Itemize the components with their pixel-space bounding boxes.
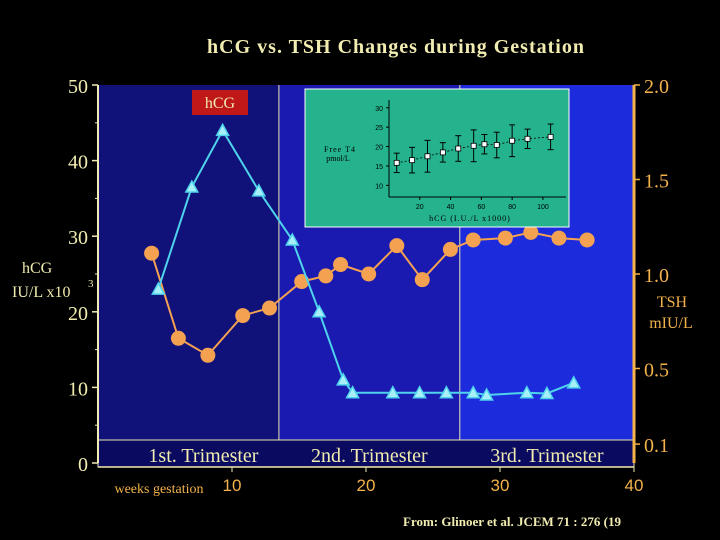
inset-point [409, 157, 415, 164]
hcg-point [479, 387, 494, 401]
right-tick-label: 1.5 [644, 171, 669, 193]
inset-x-tick-label: 20 [416, 204, 424, 211]
left-tick-label: 10 [68, 378, 88, 400]
hcg-legend-box [192, 90, 248, 115]
tsh-point [442, 241, 458, 257]
inset-x-label: hCG (I.U./L x1000) [429, 214, 511, 223]
tsh-point [497, 230, 513, 246]
inset-point [524, 135, 531, 142]
hcg-line [157, 128, 575, 396]
left-axis-label: hCG [22, 260, 53, 277]
inset-y-label: pmol/L [326, 154, 350, 163]
hcg-point [345, 385, 360, 399]
x-tick-label: 40 [625, 476, 644, 495]
hcg-point [465, 385, 481, 399]
hcg-point [335, 372, 351, 386]
tsh-point [144, 245, 160, 261]
right-tick-label: 0.1 [644, 435, 669, 457]
tsh-point [333, 257, 349, 273]
tsh-point [414, 272, 430, 288]
tsh-point [262, 300, 278, 316]
right-tick-label: 1.0 [644, 265, 669, 287]
inset-y-tick-label: 15 [375, 164, 383, 171]
hcg-point [215, 122, 230, 137]
trimester-label: 1st. Trimester [148, 445, 258, 467]
inset-point [455, 145, 462, 152]
hcg-point [285, 232, 300, 246]
right-axis-label: TSH [657, 294, 688, 311]
hcg-point [539, 385, 555, 400]
chart-title: hCG vs. TSH Changes during Gestation [207, 36, 585, 58]
inset-y-label: Free T4 [324, 145, 356, 154]
tsh-point [551, 230, 567, 246]
inset-point [493, 142, 500, 148]
inset-y-tick-label: 30 [375, 106, 383, 113]
hcg-point [184, 179, 200, 193]
x-tick-label: 20 [357, 476, 376, 495]
inset-point [424, 153, 431, 160]
left-tick-label: 0 [78, 454, 88, 476]
hcg-point [251, 183, 267, 197]
inset-x-tick-label: 60 [477, 204, 485, 211]
right-tick-label: 0.5 [644, 360, 669, 382]
tsh-point [170, 330, 186, 346]
left-axis-label: IU/L x10 [12, 284, 71, 301]
left-tick-label: 50 [68, 76, 88, 98]
tsh-point [389, 238, 405, 254]
right-tick-label: 2.0 [644, 76, 669, 98]
inset-point [509, 137, 516, 144]
source-citation: From: Glinoer et al. JCEM 71 : 276 (19 [403, 514, 621, 529]
hcg-point [151, 281, 166, 295]
tsh-point [200, 347, 216, 363]
hcg-point [519, 385, 535, 399]
tsh-point [465, 232, 481, 248]
left-tick-label: 30 [68, 227, 88, 249]
inset-point [481, 141, 488, 148]
right-axis-label: mIU/L [649, 315, 693, 332]
hcg-point [412, 385, 427, 399]
inset-y-tick-label: 10 [375, 183, 383, 190]
tsh-point [318, 268, 334, 284]
trimester-label: 2nd. Trimester [311, 445, 428, 467]
hcg-point [385, 385, 401, 399]
tsh-point [579, 232, 595, 248]
hcg-point [439, 385, 454, 399]
inset-x-tick-label: 100 [537, 204, 549, 211]
hcg-legend-label: hCG [205, 95, 236, 112]
tsh-point [523, 224, 539, 240]
left-tick-label: 40 [68, 152, 88, 174]
left-axis-label-superscript: 3 [88, 278, 94, 290]
trimester-band [98, 85, 279, 463]
hcg-point [566, 375, 581, 389]
inset-y-tick-label: 25 [375, 125, 383, 132]
left-tick-label: 20 [68, 303, 88, 325]
inset-point [470, 142, 477, 149]
inset-point [547, 133, 554, 140]
inset-x-tick-label: 40 [447, 204, 455, 211]
inset-y-tick-label: 20 [375, 145, 383, 152]
x-axis-label: weeks gestation [114, 482, 203, 497]
inset-x-tick-label: 80 [508, 204, 516, 211]
trimester-label: 3rd. Trimester [490, 445, 604, 467]
x-tick-label: 30 [491, 476, 510, 495]
hcg-point [311, 304, 327, 318]
inset-panel [304, 88, 570, 228]
inset-point [439, 149, 446, 156]
inset-point [393, 159, 400, 166]
tsh-point [235, 308, 251, 324]
x-tick-label: 10 [223, 476, 242, 495]
tsh-point [361, 266, 377, 282]
